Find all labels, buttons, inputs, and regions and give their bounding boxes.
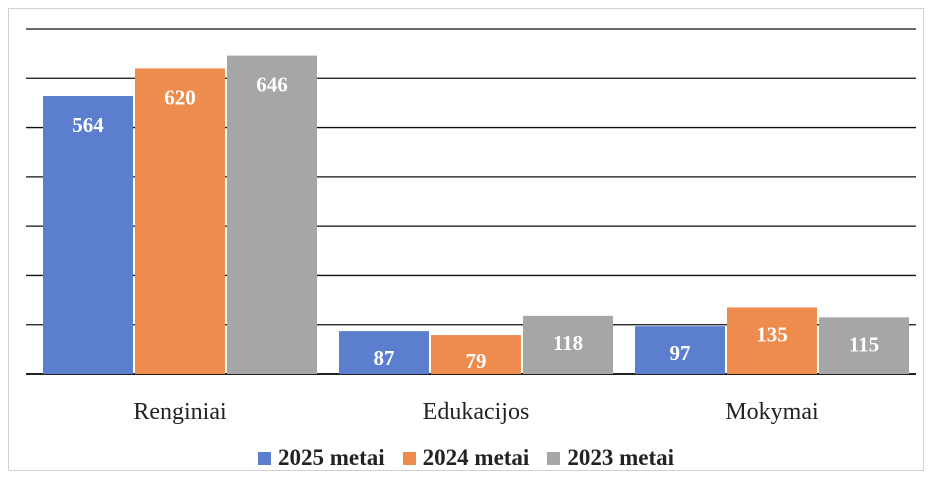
data-label: 79	[466, 349, 487, 373]
legend-item-2025: 2025 metai	[257, 445, 385, 471]
data-label: 87	[374, 346, 395, 370]
bar-mokymai-3	[819, 317, 909, 374]
bar-mokymai-1	[635, 326, 725, 374]
legend-swatch-2025	[257, 451, 271, 465]
bar-mokymai-2	[727, 307, 817, 374]
bar-renginiai-3	[227, 55, 317, 374]
category-axis-labels: Renginiai Edukacijos Mokymai	[133, 399, 819, 425]
data-labels: 564 620 646 87 79 118 97 135 115	[72, 73, 879, 373]
bar-chart: 564 620 646 87 79 118 97 135 115 Renginiai Edukac…	[26, 28, 916, 425]
bars	[43, 55, 909, 375]
bar-edukacijos-3	[523, 315, 613, 374]
data-label: 118	[553, 331, 583, 355]
data-label: 646	[256, 73, 288, 97]
category-label: Mokymai	[725, 399, 819, 425]
bar-edukacijos-1	[339, 331, 429, 374]
data-label: 97	[670, 341, 691, 365]
data-label: 620	[164, 85, 196, 109]
data-label: 115	[849, 332, 879, 356]
legend-label-2023: 2023 metai	[567, 445, 674, 470]
legend-swatch-2024	[402, 451, 416, 465]
legend-item-2024: 2024 metai	[402, 445, 530, 471]
legend-swatch-2023	[547, 451, 561, 465]
category-label: Edukacijos	[423, 399, 530, 425]
data-label: 564	[72, 113, 104, 137]
legend-label-2025: 2025 metai	[277, 445, 385, 470]
legend-item-2023: 2023 metai	[547, 445, 674, 471]
legend-label-2024: 2024 metai	[422, 445, 530, 470]
category-label: Renginiai	[133, 399, 227, 425]
bar-edukacijos-2	[431, 335, 521, 374]
bar-renginiai-1	[43, 96, 133, 375]
legend: 2025 metai 2024 metai 2023 metai	[0, 440, 932, 476]
bar-renginiai-2	[135, 68, 225, 374]
data-label: 135	[756, 322, 788, 346]
